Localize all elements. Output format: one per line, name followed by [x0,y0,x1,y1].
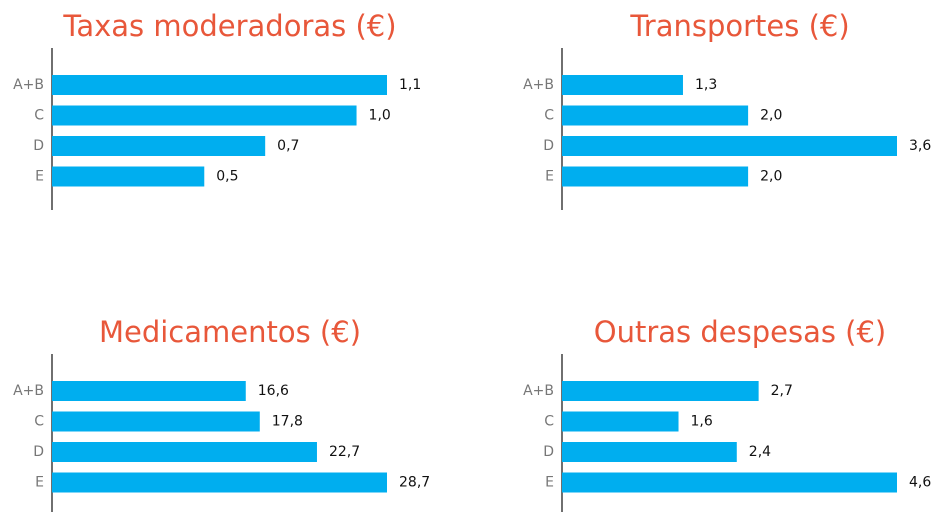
value-label: 2,0 [760,169,782,185]
bar [52,411,260,432]
bar [52,166,205,187]
bar [562,472,897,493]
chart-title: Taxas moderadoras (€) [62,9,396,43]
value-label: 1,6 [691,414,713,430]
bar [562,442,737,462]
value-label: 0,5 [216,169,238,185]
category-label: D [33,444,44,460]
category-label: C [34,108,44,124]
category-label: D [543,444,554,460]
bar [52,105,357,126]
value-label: 3,6 [909,138,931,154]
category-label: E [35,475,44,491]
bar [562,105,749,126]
category-label: C [34,414,44,430]
chart-title: Medicamentos (€) [99,315,361,349]
value-label: 28,7 [399,475,430,491]
category-label: D [33,138,44,154]
bar-chart: Taxas moderadoras (€) A+B 1,1 C 1,0 D 0,7 E 0,5 [13,9,421,210]
bar [52,472,387,493]
value-label: 1,0 [369,108,391,124]
category-label: E [35,169,44,185]
value-label: 0,7 [277,138,299,154]
bar-chart: Outras despesas (€) A+B 2,7 C 1,6 D 2,4 E 4,6 [523,315,931,512]
category-label: A+B [523,77,554,93]
bar [562,166,749,187]
category-label: E [545,475,554,491]
bar-chart: Transportes (€) A+B 1,3 C 2,0 D 3,6 E 2,0 [523,9,931,210]
category-label: E [545,169,554,185]
value-label: 4,6 [909,475,931,491]
bar [52,136,266,156]
bar [562,75,683,95]
value-label: 1,1 [399,77,421,93]
bar [52,381,246,401]
value-label: 2,0 [760,108,782,124]
bar [562,381,759,401]
category-label: C [544,414,554,430]
value-label: 1,3 [695,77,717,93]
bar [562,136,897,156]
value-label: 17,8 [272,414,303,430]
value-label: 22,7 [329,444,360,460]
bar [52,442,317,462]
category-label: A+B [13,383,44,399]
value-label: 2,4 [749,444,771,460]
category-label: A+B [13,77,44,93]
category-label: A+B [523,383,554,399]
category-label: D [543,138,554,154]
bar-chart: Medicamentos (€) A+B 16,6 C 17,8 D 22,7 E 28,7 [13,315,430,512]
chart-title: Transportes (€) [629,9,849,43]
category-label: C [544,108,554,124]
bar [52,75,387,95]
chart-title: Outras despesas (€) [594,315,887,349]
bar [562,411,679,432]
value-label: 2,7 [771,383,793,399]
value-label: 16,6 [258,383,289,399]
